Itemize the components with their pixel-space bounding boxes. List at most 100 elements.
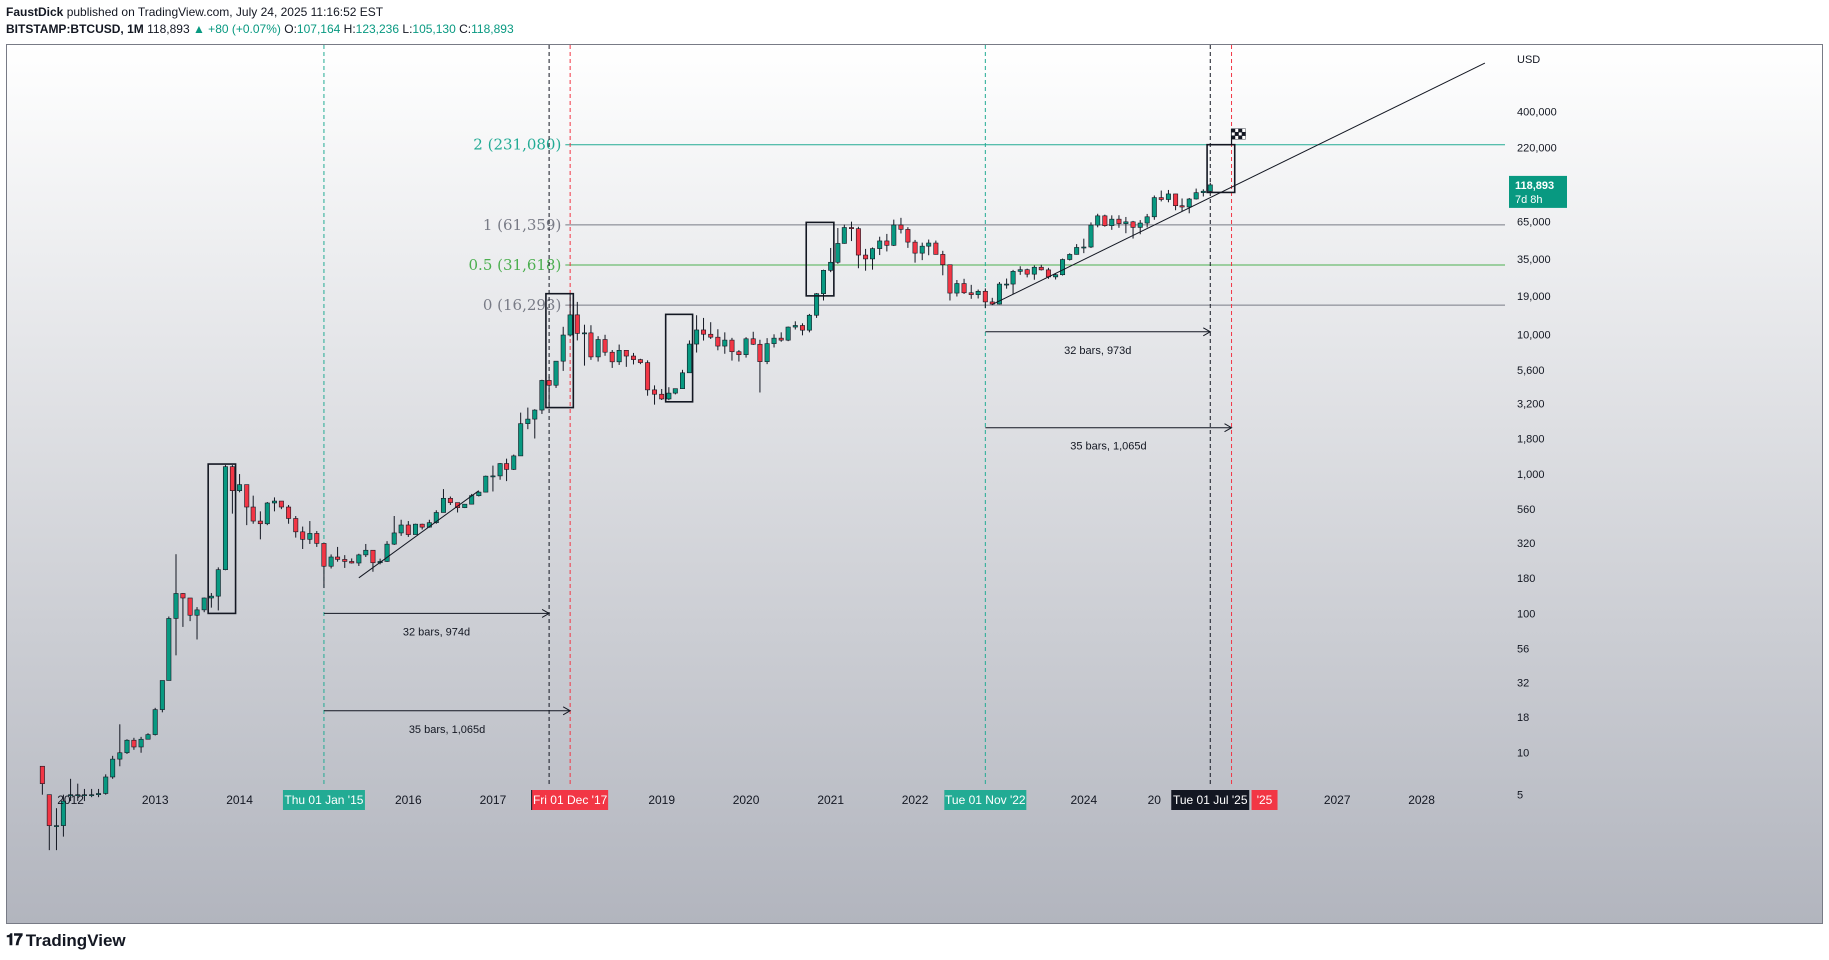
candle-body bbox=[694, 329, 700, 345]
y-tick-label: 10,000 bbox=[1517, 330, 1551, 342]
candle bbox=[701, 317, 707, 341]
candle-body bbox=[743, 338, 749, 355]
tradingview-logo-icon: 𝟏𝟕 bbox=[6, 932, 23, 949]
high-label: H: bbox=[343, 22, 356, 36]
candle-body bbox=[821, 270, 826, 294]
candle bbox=[342, 555, 348, 568]
candle-body bbox=[567, 314, 573, 336]
candle bbox=[398, 519, 404, 536]
candle bbox=[581, 324, 587, 366]
y-tick-label: 65,000 bbox=[1517, 216, 1551, 228]
chart-frame[interactable]: 2 (231,080) 1 (61,359) 0.5 (31,618) 0 (16,2… bbox=[6, 44, 1823, 924]
candle-body bbox=[1165, 193, 1171, 200]
measure-arrowhead bbox=[1203, 327, 1212, 337]
flag-cell bbox=[1241, 135, 1246, 140]
candle bbox=[1010, 269, 1016, 294]
date-badge-3: Tue 01 Nov '22 bbox=[944, 790, 1027, 810]
candle bbox=[652, 385, 658, 405]
candle-body bbox=[208, 595, 214, 599]
candle bbox=[504, 458, 510, 482]
y-tick-label: 19,000 bbox=[1517, 291, 1551, 303]
fib-label-1: 1 (61,359) bbox=[483, 216, 562, 234]
candle bbox=[335, 546, 341, 562]
candle bbox=[722, 332, 728, 354]
candle bbox=[623, 349, 629, 367]
last-price-badge bbox=[1509, 175, 1567, 208]
candle-body bbox=[180, 593, 186, 599]
candle bbox=[848, 221, 854, 242]
candle bbox=[518, 412, 524, 457]
candle-body bbox=[518, 423, 524, 457]
candle bbox=[173, 554, 179, 656]
y-tick-label: 5 bbox=[1517, 790, 1523, 802]
flag-cell bbox=[1238, 135, 1243, 140]
candle-body bbox=[736, 351, 742, 355]
candle bbox=[750, 331, 756, 345]
y-tick-label: 3,200 bbox=[1517, 399, 1545, 411]
candle-body bbox=[631, 355, 636, 360]
flag-cell bbox=[1234, 135, 1239, 140]
candle bbox=[645, 360, 651, 396]
candle-body bbox=[1088, 224, 1094, 248]
candle bbox=[672, 388, 678, 395]
candle-body bbox=[131, 739, 137, 748]
candle-body bbox=[982, 290, 988, 303]
candle bbox=[103, 774, 109, 795]
flag-cell bbox=[1231, 131, 1236, 136]
candle bbox=[905, 227, 911, 248]
close-value: 118,893 bbox=[471, 22, 514, 36]
candle-body bbox=[1038, 266, 1044, 271]
candle bbox=[356, 553, 362, 566]
open-value: 107,164 bbox=[296, 22, 341, 36]
candle-body bbox=[237, 484, 243, 491]
candle bbox=[1186, 197, 1192, 214]
candle-body bbox=[433, 512, 439, 523]
candle-body bbox=[117, 752, 123, 760]
x-tick-label: 2013 bbox=[142, 793, 169, 807]
candle-body bbox=[250, 506, 256, 522]
candle-body bbox=[419, 523, 425, 528]
candle-body bbox=[835, 243, 841, 263]
candle bbox=[532, 409, 538, 439]
candle bbox=[785, 326, 791, 342]
candle-body bbox=[1074, 247, 1080, 255]
measure-arrowhead bbox=[562, 706, 572, 716]
candle-body bbox=[1207, 184, 1213, 192]
x-tick-label: 2028 bbox=[1408, 793, 1435, 807]
candle-body bbox=[652, 389, 658, 395]
tradingview-logo[interactable]: 𝟏𝟕 TradingView bbox=[6, 931, 126, 951]
currency-label: USD bbox=[1517, 54, 1540, 66]
candle-body bbox=[1004, 283, 1010, 286]
candle bbox=[1144, 213, 1150, 228]
candle-body bbox=[222, 466, 228, 570]
candle bbox=[1081, 238, 1087, 254]
measure-arrowhead bbox=[1224, 423, 1233, 433]
date-badge-label: Tue 01 Jul '25 bbox=[1173, 793, 1248, 807]
candle bbox=[525, 407, 531, 430]
candle bbox=[1109, 215, 1115, 230]
candle bbox=[229, 465, 235, 514]
candle-body bbox=[173, 593, 179, 619]
candle-body bbox=[201, 597, 207, 611]
candle-body bbox=[363, 549, 369, 556]
tradingview-logo-text: TradingView bbox=[25, 931, 126, 950]
candle bbox=[145, 733, 151, 740]
candle bbox=[806, 313, 812, 333]
candle bbox=[1067, 253, 1073, 261]
chart-header: FaustDick published on TradingView.com, … bbox=[6, 4, 514, 38]
candle bbox=[307, 521, 313, 544]
candle bbox=[982, 288, 988, 309]
candle-body bbox=[1130, 221, 1136, 228]
candle bbox=[117, 724, 123, 767]
last-price-marker: 118,893 7d 8h bbox=[1509, 175, 1567, 208]
candle-body bbox=[637, 359, 643, 363]
price-chart[interactable]: 2 (231,080) 1 (61,359) 0.5 (31,618) 0 (16,2… bbox=[7, 45, 1822, 923]
flag-cell bbox=[1231, 135, 1236, 140]
candle bbox=[131, 737, 137, 750]
candle-body bbox=[370, 549, 376, 564]
candle-body bbox=[729, 339, 735, 353]
author-name[interactable]: FaustDick bbox=[6, 5, 64, 19]
candle bbox=[60, 794, 66, 837]
measure-label: 32 bars, 974d bbox=[403, 626, 470, 638]
candle-body bbox=[814, 293, 820, 316]
